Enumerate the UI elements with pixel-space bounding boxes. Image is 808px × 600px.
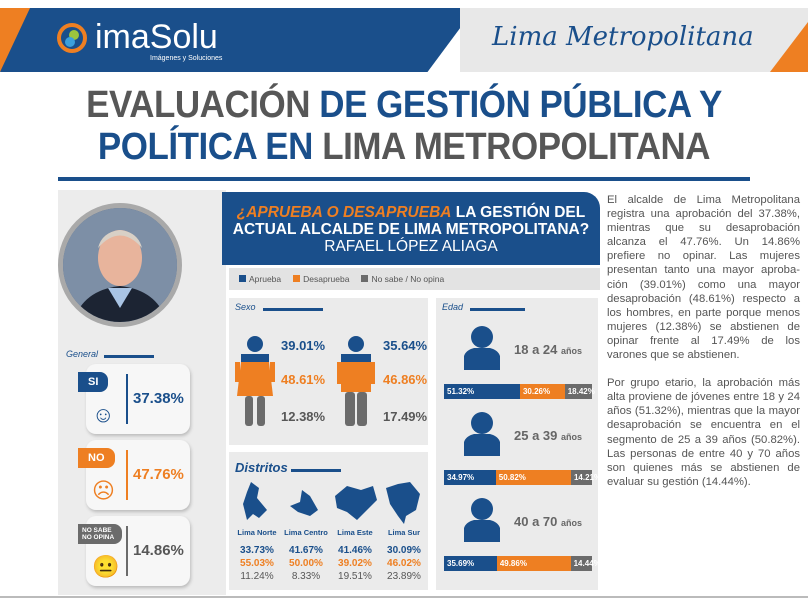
edad-label: Edad	[442, 302, 464, 312]
card-value: 14.86%	[133, 542, 184, 559]
label-underline	[470, 308, 525, 311]
age-bar-segment: 14.44%	[570, 556, 601, 571]
age-group-label: 40 a 70 años	[514, 514, 583, 529]
age-stacked-bar: 51.32% 30.26% 18.42%	[444, 384, 595, 399]
card-bar	[126, 450, 128, 500]
age-group-label: 25 a 39 años	[514, 428, 583, 443]
general-label: General	[66, 349, 99, 359]
mayor-photo	[58, 203, 182, 327]
card-bar	[126, 374, 128, 424]
page-title-line1: EVALUACIÓN DE GESTIÓN PÚBLICA Y	[32, 84, 775, 127]
general-card-si: SI ☺ 37.38%	[78, 364, 190, 434]
person-icon	[464, 326, 500, 370]
district-aprueba: 41.46%	[338, 545, 372, 556]
header-band	[0, 8, 475, 72]
district-desaprueba: 55.03%	[240, 558, 274, 569]
card-tag: NO	[78, 448, 115, 468]
card-value: 47.76%	[133, 466, 184, 483]
district-name: Lima Sur	[387, 528, 421, 537]
age-stacked-bar: 35.69% 49.86% 14.44%	[444, 556, 601, 571]
district-map-icon	[335, 486, 377, 520]
card-value: 37.38%	[133, 390, 184, 407]
legend-item: Aprueba	[239, 274, 281, 284]
distritos-label: Distritos	[235, 460, 288, 475]
age-bar-segment: 18.42%	[564, 384, 595, 399]
person-icon	[464, 498, 500, 542]
woman-icon	[235, 336, 275, 426]
paragraph: Por grupo etario, la apro­bación más alt…	[607, 377, 800, 488]
sexo-hombre-no-opina: 17.49%	[383, 409, 428, 424]
district-map-icon	[290, 490, 318, 516]
district-aprueba: 41.67%	[289, 545, 323, 556]
title-part: POLÍTICA EN	[97, 126, 314, 168]
title-part: DE GESTIÓN PÚBLICA Y	[319, 84, 722, 126]
district-name: Lima Este	[337, 528, 373, 537]
paragraph: El alcalde de Lima Metro­politana regist…	[607, 194, 800, 362]
divider	[58, 177, 750, 181]
title-part: LIMA METROPOLITANA	[322, 126, 711, 168]
age-bar-segment: 14.21%	[570, 470, 601, 485]
age-bar-segment: 49.86%	[496, 556, 571, 571]
district-no-opina: 8.33%	[291, 571, 321, 582]
general-card-no-opina: NO SABE NO OPINA 😐 14.86%	[78, 516, 190, 586]
sexo-hombre-desaprueba: 46.86%	[383, 372, 428, 387]
sexo-hombre-aprueba: 35.64%	[383, 338, 428, 353]
label-underline	[291, 469, 341, 472]
sexo-label: Sexo	[235, 302, 256, 312]
distritos-panel: Distritos Lima Norte 33.73% 55.03% 11.24…	[229, 452, 428, 590]
district-desaprueba: 39.02%	[338, 558, 372, 569]
smile-icon: ☺	[92, 402, 115, 427]
age-group-label: 18 a 24 años	[514, 342, 583, 357]
brand-name: imaSolu	[95, 18, 218, 56]
legend: Aprueba Desaprueba No sabe / No opina	[229, 268, 600, 290]
age-stacked-bar: 34.97% 50.82% 14.21%	[444, 470, 601, 485]
sexo-panel: Sexo 39.01% 48.61% 12.38% 35.64% 46.86% …	[229, 298, 428, 445]
edad-panel: Edad 18 a 24 años 51.32% 30.26% 18.42% 25 …	[436, 298, 601, 590]
district-map-icon	[386, 482, 420, 524]
district-aprueba: 30.09%	[387, 545, 421, 556]
age-bar-segment: 50.82%	[495, 470, 571, 485]
age-bar-segment: 35.69%	[444, 556, 497, 571]
age-bar-segment: 51.32%	[444, 384, 520, 399]
logo-icon	[57, 22, 87, 53]
label-underline	[263, 308, 323, 311]
question-box: ¿APRUEBA O DESAPRUEBA LA GESTIÓN DEL ACT…	[222, 192, 600, 265]
label-underline	[104, 355, 154, 358]
brand-subtitle: Imágenes y Soluciones	[150, 55, 223, 62]
man-icon	[337, 336, 375, 426]
district-desaprueba: 46.02%	[387, 558, 421, 569]
question-text: LA GESTIÓN DEL ACTUAL ALCALDE DE LIMA ME…	[232, 204, 590, 238]
general-card-no: NO ☹ 47.76%	[78, 440, 190, 510]
frown-icon: ☹	[92, 478, 115, 503]
title-part: EVALUACIÓN	[86, 84, 311, 126]
district-name: Lima Centro	[284, 528, 328, 537]
sexo-mujer-desaprueba: 48.61%	[281, 372, 326, 387]
header-region-band	[460, 8, 808, 72]
card-tag: SI	[78, 372, 109, 392]
card-bar	[126, 526, 128, 576]
card-tag: NO SABE NO OPINA	[78, 524, 122, 544]
age-bar-segment: 34.97%	[444, 470, 496, 485]
article-text: El alcalde de Lima Metro­politana regist…	[607, 193, 800, 489]
bottom-divider	[0, 596, 808, 598]
logo: imaSolu	[55, 18, 218, 57]
district-name: Lima Norte	[237, 528, 277, 537]
sexo-mujer-aprueba: 39.01%	[281, 338, 326, 353]
person-icon	[464, 412, 500, 456]
mayor-name: RAFAEL LÓPEZ ALIAGA	[324, 238, 498, 255]
district-map-icon	[243, 482, 267, 520]
district-no-opina: 19.51%	[338, 571, 372, 582]
legend-item: Desaprueba	[293, 274, 349, 284]
age-bar-segment: 30.26%	[519, 384, 565, 399]
district-desaprueba: 50.00%	[289, 558, 323, 569]
page-title-line2: POLÍTICA EN LIMA METROPOLITANA	[32, 126, 775, 169]
district-no-opina: 23.89%	[387, 571, 421, 582]
district-aprueba: 33.73%	[240, 545, 274, 556]
sexo-mujer-no-opina: 12.38%	[281, 409, 326, 424]
region-title: Lima Metropolitana	[492, 22, 754, 52]
question-highlight: ¿APRUEBA O DESAPRUEBA	[236, 204, 452, 221]
neutral-face-icon: 😐	[92, 554, 120, 579]
district-no-opina: 11.24%	[240, 571, 274, 582]
legend-item: No sabe / No opina	[361, 274, 444, 284]
